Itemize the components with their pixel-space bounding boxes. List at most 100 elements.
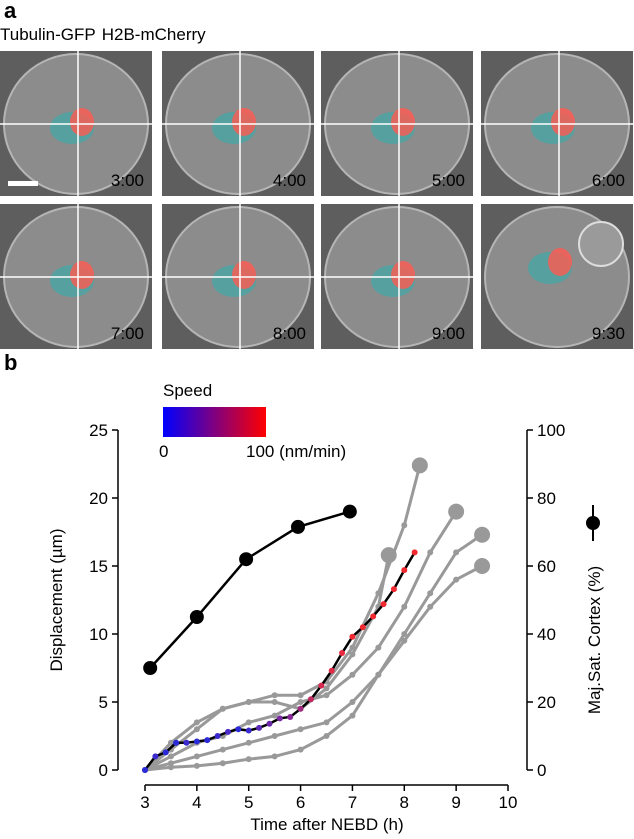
data-point (167, 739, 174, 746)
data-point (401, 567, 408, 574)
data-point (448, 503, 465, 520)
data-point (401, 603, 408, 610)
legend-text: H2B-mCherry (102, 25, 206, 44)
data-point (297, 746, 304, 753)
data-point (271, 712, 278, 719)
data-point (193, 762, 200, 769)
micrograph: 8:00 (162, 204, 314, 349)
chromosomes (70, 261, 94, 289)
data-point (245, 739, 252, 746)
time-label: 6:00 (592, 171, 625, 190)
legend-text: Tubulin-GFP (0, 25, 96, 44)
colorbar (163, 407, 266, 437)
data-point (323, 692, 330, 699)
chromosomes (391, 108, 415, 136)
data-point (224, 728, 231, 735)
data-point (142, 767, 148, 773)
data-point (193, 738, 200, 745)
data-point (349, 712, 356, 719)
data-point (318, 682, 325, 689)
data-point (359, 624, 366, 631)
data-point (339, 650, 346, 657)
data-point (245, 727, 252, 734)
data-point (349, 633, 356, 640)
data-point (173, 739, 180, 746)
data-point (219, 705, 226, 712)
data-point (328, 667, 335, 674)
colorbar-tick-label: 100 (nm/min) (246, 442, 346, 461)
chromosomes (551, 108, 575, 136)
y2-tick-label: 100 (537, 421, 565, 440)
data-point (271, 753, 278, 760)
data-point (193, 719, 200, 726)
time-label: 3:00 (111, 171, 144, 190)
y-tick-label: 15 (89, 557, 108, 576)
data-point (183, 739, 190, 746)
time-label: 9:00 (432, 324, 465, 343)
data-point (271, 692, 278, 699)
time-label: 7:00 (111, 324, 144, 343)
micrograph: 4:00 (162, 51, 314, 196)
time-label: 5:00 (432, 171, 465, 190)
data-point (375, 644, 382, 651)
colorbar-tick-label: 0 (159, 442, 168, 461)
data-point (323, 719, 330, 726)
data-point (219, 760, 226, 767)
y-tick-label: 25 (89, 421, 108, 440)
data-point (427, 590, 434, 597)
data-point (453, 549, 460, 556)
legend-text: Maj.Sat. Cortex (%) (585, 566, 604, 714)
data-point (152, 753, 159, 760)
data-point (162, 749, 169, 756)
x-tick-label: 7 (348, 793, 357, 812)
y2-tick-label: 0 (537, 761, 546, 780)
legend-marker (586, 516, 600, 530)
data-point (193, 753, 200, 760)
data-point (427, 549, 434, 556)
data-point (143, 661, 158, 675)
data-point (256, 724, 263, 731)
micrograph: 5:00 (321, 51, 473, 196)
panel-label: a (4, 0, 17, 23)
data-point (167, 764, 174, 771)
colorbar-title: Speed (163, 381, 212, 400)
data-point (245, 699, 252, 705)
polar-body (578, 221, 624, 267)
data-point (349, 651, 356, 658)
data-point (453, 576, 460, 583)
chromosomes (548, 248, 572, 276)
series-line (144, 564, 483, 772)
y-tick-label: 5 (99, 693, 108, 712)
y-tick-label: 0 (99, 761, 108, 780)
series-line (149, 510, 351, 669)
data-point (411, 457, 428, 474)
data-point (219, 746, 226, 753)
panel-label: b (4, 350, 17, 375)
data-point (235, 726, 242, 733)
micrograph: 6:00 (481, 51, 633, 196)
y2-tick-label: 40 (537, 625, 556, 644)
data-point (401, 522, 408, 529)
y2-tick-label: 80 (537, 489, 556, 508)
data-point (287, 713, 294, 720)
data-point (323, 685, 330, 692)
data-point (193, 726, 200, 733)
data-point (204, 737, 211, 744)
data-point (239, 552, 254, 567)
series-line (143, 464, 422, 772)
data-point (214, 733, 221, 739)
x-axis-label: Time after NEBD (h) (250, 815, 403, 834)
micrograph: 9:30 (481, 204, 633, 349)
time-label: 8:00 (273, 324, 306, 343)
data-point (390, 586, 397, 593)
data-point (474, 558, 491, 574)
micrograph: 3:00 (0, 51, 152, 196)
x-tick-label: 4 (192, 793, 201, 812)
data-point (307, 696, 314, 703)
data-point (271, 699, 278, 705)
data-point (189, 610, 204, 624)
x-tick-label: 8 (400, 793, 409, 812)
micrograph: 7:00 (0, 204, 152, 349)
data-point (349, 671, 356, 678)
